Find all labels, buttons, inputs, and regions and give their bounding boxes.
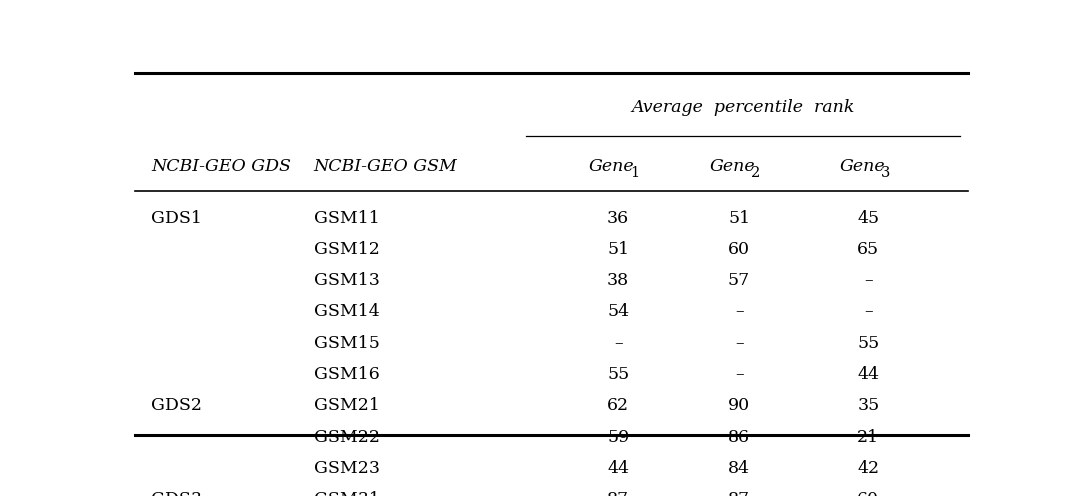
Text: GSM13: GSM13 [314, 272, 380, 289]
Text: 87: 87 [607, 492, 629, 496]
Text: 1: 1 [631, 166, 639, 180]
Text: 60: 60 [728, 241, 750, 258]
Text: 36: 36 [607, 209, 629, 227]
Text: 51: 51 [728, 209, 750, 227]
Text: GDS1: GDS1 [151, 209, 202, 227]
Text: 59: 59 [607, 429, 629, 446]
Text: 57: 57 [728, 272, 750, 289]
Text: GSM22: GSM22 [314, 429, 380, 446]
Text: GDS2: GDS2 [151, 397, 202, 415]
Text: 55: 55 [607, 366, 629, 383]
Text: 65: 65 [858, 241, 879, 258]
Text: 62: 62 [607, 397, 629, 415]
Text: –: – [613, 335, 623, 352]
Text: GSM21: GSM21 [314, 397, 380, 415]
Text: Gene: Gene [589, 158, 635, 175]
Text: 55: 55 [858, 335, 879, 352]
Text: 90: 90 [728, 397, 750, 415]
Text: GSM16: GSM16 [314, 366, 380, 383]
Text: GSM14: GSM14 [314, 304, 380, 320]
Text: –: – [864, 272, 873, 289]
Text: 60: 60 [858, 492, 879, 496]
Text: 87: 87 [728, 492, 750, 496]
Text: 38: 38 [607, 272, 629, 289]
Text: 2: 2 [751, 166, 761, 180]
Text: –: – [864, 304, 873, 320]
Text: –: – [735, 366, 744, 383]
Text: 51: 51 [607, 241, 629, 258]
Text: Gene: Gene [839, 158, 884, 175]
Text: –: – [735, 335, 744, 352]
Text: NCBI-GEO GDS: NCBI-GEO GDS [151, 158, 291, 175]
Text: 44: 44 [858, 366, 879, 383]
Text: NCBI-GEO GSM: NCBI-GEO GSM [314, 158, 457, 175]
Text: GSM23: GSM23 [314, 460, 380, 477]
Text: GSM11: GSM11 [314, 209, 380, 227]
Text: 3: 3 [880, 166, 890, 180]
Text: –: – [735, 304, 744, 320]
Text: Gene: Gene [710, 158, 755, 175]
Text: 45: 45 [858, 209, 879, 227]
Text: 44: 44 [607, 460, 629, 477]
Text: GSM15: GSM15 [314, 335, 380, 352]
Text: GSM31: GSM31 [314, 492, 380, 496]
Text: 21: 21 [858, 429, 879, 446]
Text: GDS3: GDS3 [151, 492, 202, 496]
Text: 42: 42 [858, 460, 879, 477]
Text: GSM12: GSM12 [314, 241, 380, 258]
Text: 84: 84 [728, 460, 750, 477]
Text: 86: 86 [728, 429, 750, 446]
Text: Average  percentile  rank: Average percentile rank [632, 99, 855, 116]
Text: 54: 54 [607, 304, 629, 320]
Text: 35: 35 [858, 397, 879, 415]
